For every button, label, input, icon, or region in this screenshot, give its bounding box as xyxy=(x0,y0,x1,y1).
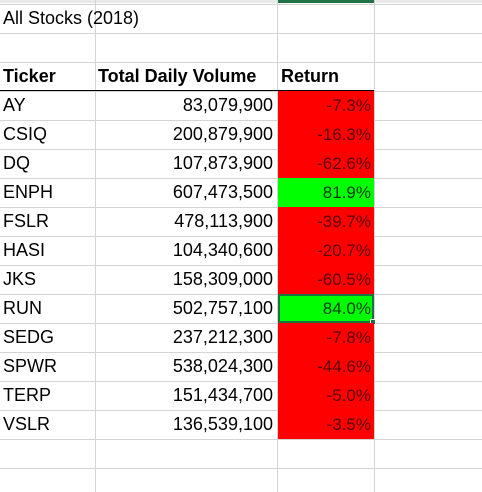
ticker-cell[interactable]: RUN xyxy=(3,298,42,318)
volume-cell[interactable]: 104,340,600 xyxy=(172,240,273,260)
gridline-vertical xyxy=(374,0,375,492)
gridline-horizontal xyxy=(0,265,482,266)
selected-column-indicator xyxy=(278,0,374,3)
gridline-horizontal xyxy=(0,439,482,440)
volume-cell[interactable]: 237,212,300 xyxy=(172,327,273,347)
gridline-horizontal xyxy=(0,91,482,92)
volume-cell[interactable]: 478,113,900 xyxy=(174,211,273,231)
ticker-cell[interactable]: JKS xyxy=(3,269,37,289)
ticker-cell[interactable]: ENPH xyxy=(3,182,54,202)
gridline-horizontal xyxy=(0,410,482,411)
gridline-horizontal xyxy=(0,120,482,121)
volume-cell[interactable]: 158,309,000 xyxy=(172,269,273,289)
gridline-horizontal xyxy=(0,294,482,295)
return-cell[interactable]: -16.3% xyxy=(278,120,374,149)
return-cell[interactable]: -3.5% xyxy=(278,410,374,439)
return-cell[interactable]: -60.5% xyxy=(278,265,374,294)
gridline-horizontal xyxy=(0,381,482,382)
volume-cell[interactable]: 107,873,900 xyxy=(172,153,273,173)
gridline-horizontal xyxy=(0,323,482,324)
volume-cell[interactable]: 538,024,300 xyxy=(172,356,273,376)
return-cell[interactable]: -20.7% xyxy=(278,236,374,265)
volume-cell[interactable]: 151,434,700 xyxy=(172,385,273,405)
header-return-cell[interactable]: Return xyxy=(281,66,339,86)
ticker-cell[interactable]: CSIQ xyxy=(3,124,48,144)
ticker-cell[interactable]: FSLR xyxy=(3,211,50,231)
volume-cell[interactable]: 502,757,100 xyxy=(172,298,273,318)
return-cell[interactable]: -39.7% xyxy=(278,207,374,236)
gridline-horizontal xyxy=(0,352,482,353)
gridline-horizontal xyxy=(0,4,482,5)
gridline-horizontal xyxy=(0,149,482,150)
return-cell[interactable]: -7.8% xyxy=(278,323,374,352)
volume-cell[interactable]: 136,539,100 xyxy=(172,414,273,434)
ticker-cell[interactable]: DQ xyxy=(3,153,30,173)
gridline-horizontal xyxy=(0,207,482,208)
volume-cell[interactable]: 607,473,500 xyxy=(172,182,273,202)
return-cell-selected[interactable]: 84.0% xyxy=(278,294,374,323)
ticker-cell[interactable]: SPWR xyxy=(3,356,57,376)
return-cell[interactable]: 81.9% xyxy=(278,178,374,207)
ticker-cell[interactable]: TERP xyxy=(3,385,52,405)
header-ticker-cell[interactable]: Ticker xyxy=(3,66,56,86)
gridline-horizontal xyxy=(0,468,482,469)
ticker-cell[interactable]: AY xyxy=(3,95,26,115)
return-cell[interactable]: -44.6% xyxy=(278,352,374,381)
volume-cell[interactable]: 83,079,900 xyxy=(182,95,273,115)
ticker-cell[interactable]: HASI xyxy=(3,240,46,260)
ticker-cell[interactable]: SEDG xyxy=(3,327,55,347)
gridline-vertical xyxy=(277,0,278,492)
header-bottom-border xyxy=(0,90,374,91)
return-cell[interactable]: -5.0% xyxy=(278,381,374,410)
volume-cell[interactable]: 200,879,900 xyxy=(172,124,273,144)
ticker-cell[interactable]: VSLR xyxy=(3,414,51,434)
return-cell[interactable]: -7.3% xyxy=(278,91,374,120)
column-header-strip xyxy=(0,0,482,3)
return-cell[interactable]: -62.6% xyxy=(278,149,374,178)
gridline-horizontal xyxy=(0,62,482,63)
sheet-title-cell[interactable]: All Stocks (2018) xyxy=(3,8,140,28)
gridline-horizontal xyxy=(0,178,482,179)
header-volume-cell[interactable]: Total Daily Volume xyxy=(98,66,257,86)
gridline-horizontal xyxy=(0,33,482,34)
gridline-vertical xyxy=(95,0,96,492)
gridline-horizontal xyxy=(0,236,482,237)
